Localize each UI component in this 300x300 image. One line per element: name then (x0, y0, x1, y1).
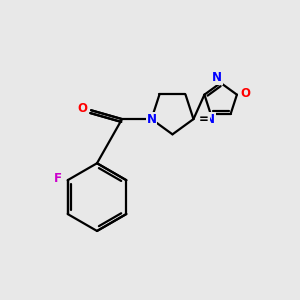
Text: F: F (54, 172, 62, 185)
Text: O: O (78, 102, 88, 115)
Text: O: O (240, 87, 250, 100)
Text: =: = (199, 113, 209, 126)
Text: N: N (205, 113, 215, 126)
Text: N: N (146, 112, 157, 126)
Text: N: N (212, 71, 222, 84)
